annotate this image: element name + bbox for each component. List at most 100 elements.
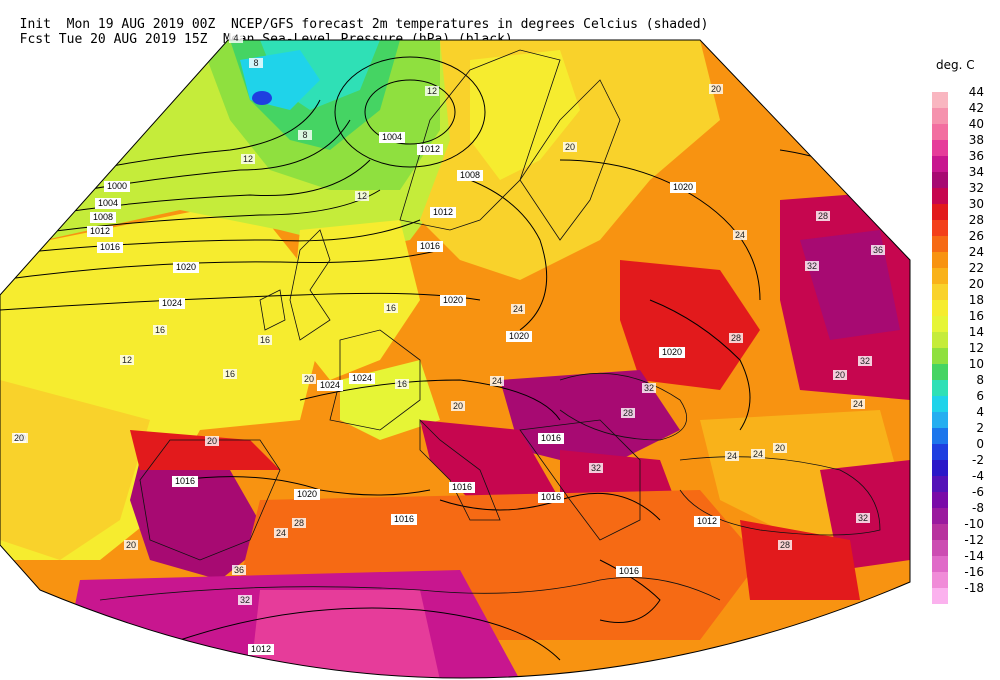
svg-text:20: 20	[207, 436, 217, 446]
colorbar-label: 38	[969, 133, 984, 147]
temperature-label: 24	[725, 451, 739, 461]
isobar-label: 1024	[317, 380, 343, 391]
isobar-label: 1012	[430, 207, 456, 218]
colorbar-label: 28	[969, 213, 984, 227]
colorbar-label: 20	[969, 277, 984, 291]
svg-text:1024: 1024	[162, 298, 182, 308]
svg-text:28: 28	[623, 408, 633, 418]
svg-text:24: 24	[492, 376, 502, 386]
isobar-label: 1000	[104, 181, 130, 192]
temperature-label: 16	[395, 379, 409, 389]
isobar-label: 1016	[538, 492, 564, 503]
svg-text:1016: 1016	[394, 514, 414, 524]
svg-text:1012: 1012	[90, 226, 110, 236]
svg-text:1008: 1008	[460, 170, 480, 180]
temperature-labels: 4 8 8 12 12 12 16 16 16 20 20 24 24 28 32 36 32 20 24 28 32 2…	[12, 33, 885, 605]
svg-text:16: 16	[397, 379, 407, 389]
colorbar-swatch	[932, 588, 948, 604]
temperature-label: 4	[229, 33, 243, 43]
svg-text:1012: 1012	[251, 644, 271, 654]
colorbar-label: 36	[969, 149, 984, 163]
svg-text:4: 4	[233, 33, 238, 43]
temperature-label: 12	[241, 154, 255, 164]
isobar-label: 1008	[457, 170, 483, 181]
svg-text:24: 24	[735, 230, 745, 240]
colorbar-label: -8	[972, 501, 984, 515]
temperature-label: 32	[589, 463, 603, 473]
svg-text:32: 32	[644, 383, 654, 393]
colorbar-label: 30	[969, 197, 984, 211]
init-time: Init Mon 19 AUG 2019 00Z	[19, 17, 216, 32]
isobar-labels: 1000 1004 1008 1012 1016 1020 1024 1004 1008 1012…	[87, 132, 1000, 655]
colorbar-swatch	[932, 156, 948, 172]
colorbar-swatch	[932, 140, 948, 156]
svg-text:20: 20	[126, 540, 136, 550]
svg-text:1016: 1016	[420, 241, 440, 251]
temperature-label: 32	[805, 261, 819, 271]
isobar-label: 1004	[379, 132, 405, 143]
colorbar-swatch	[932, 460, 948, 476]
temperature-label: 12	[355, 191, 369, 201]
colorbar-label: 6	[976, 389, 984, 403]
colorbar-label: 44	[969, 85, 984, 99]
temperature-label: 28	[621, 408, 635, 418]
temperature-label: 16	[153, 325, 167, 335]
isobar-label: 1016	[449, 482, 475, 493]
colorbar-swatch	[932, 348, 948, 364]
temperature-label: 24	[733, 230, 747, 240]
isobar-label: 1016	[97, 242, 123, 253]
isobar-label: 1020	[506, 331, 532, 342]
svg-text:1016: 1016	[541, 492, 561, 502]
isobar-label: 1024	[159, 298, 185, 309]
colorbar-label: 8	[976, 373, 984, 387]
temperature-label: 32	[856, 513, 870, 523]
svg-text:32: 32	[240, 595, 250, 605]
isobar-label: 1020	[670, 182, 696, 193]
colorbar-label: 22	[969, 261, 984, 275]
svg-text:1016: 1016	[541, 433, 561, 443]
colorbar-unit: deg. C	[936, 58, 975, 72]
temperature-label: 20	[709, 84, 723, 94]
temperature-label: 36	[871, 245, 885, 255]
svg-text:36: 36	[873, 245, 883, 255]
colorbar-swatch	[932, 204, 948, 220]
svg-text:1016: 1016	[100, 242, 120, 252]
temperature-label: 8	[249, 58, 263, 68]
colorbar-label: 24	[969, 245, 984, 259]
colorbar-swatch	[932, 492, 948, 508]
colorbar-swatch	[932, 540, 948, 556]
temperature-label: 28	[816, 211, 830, 221]
colorbar-label: 12	[969, 341, 984, 355]
svg-text:1008: 1008	[93, 212, 113, 222]
svg-text:1004: 1004	[98, 198, 118, 208]
temperature-label: 36	[232, 565, 246, 575]
colorbar-swatch	[932, 300, 948, 316]
temperature-label: 24	[274, 528, 288, 538]
colorbar-label: 34	[969, 165, 984, 179]
colorbar-label: -6	[972, 485, 984, 499]
colorbar-label: 42	[969, 101, 984, 115]
temperature-label: 20	[451, 401, 465, 411]
colorbar-label: 32	[969, 181, 984, 195]
colorbar-swatch	[932, 396, 948, 412]
temperature-label: 20	[124, 540, 138, 550]
svg-text:12: 12	[243, 154, 253, 164]
svg-text:1024: 1024	[320, 380, 340, 390]
svg-text:32: 32	[858, 513, 868, 523]
colorbar-swatch	[932, 220, 948, 236]
temperature-label: 20	[563, 142, 577, 152]
isobar-label: 1020	[659, 347, 685, 358]
temperature-label: 32	[238, 595, 252, 605]
svg-text:8: 8	[302, 130, 307, 140]
isobar-label: 1020	[440, 295, 466, 306]
svg-text:1016: 1016	[452, 482, 472, 492]
svg-text:1004: 1004	[382, 132, 402, 142]
colorbar-swatch	[932, 188, 948, 204]
temperature-label: 20	[12, 433, 26, 443]
colorbar-label: 2	[976, 421, 984, 435]
temperature-label: 24	[511, 304, 525, 314]
svg-text:20: 20	[565, 142, 575, 152]
svg-text:32: 32	[591, 463, 601, 473]
isobar-label: 1020	[294, 489, 320, 500]
